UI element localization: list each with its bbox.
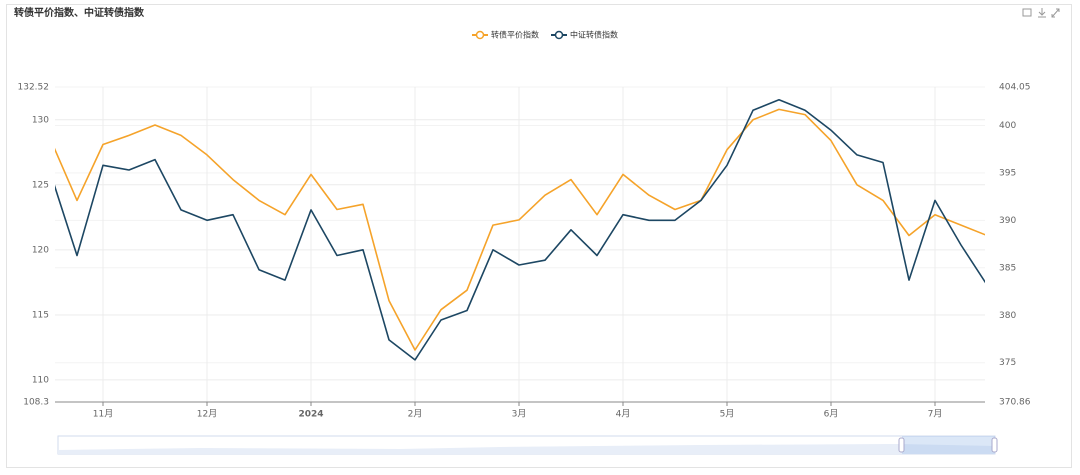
x-tick-label: 2月 — [408, 409, 423, 420]
x-tick-label: 4月 — [616, 409, 631, 420]
chart-title: 转债平价指数、中证转债指数 — [14, 6, 145, 19]
zoom-handle[interactable] — [898, 437, 905, 453]
x-tick-label: 12月 — [197, 409, 217, 420]
zoom-window[interactable] — [902, 436, 995, 454]
y2-tick-label: 375 — [999, 358, 1016, 368]
y2-tick-label: 400 — [999, 121, 1016, 131]
x-tick-label: 6月 — [824, 409, 839, 420]
fullscreen-icon[interactable] — [1051, 8, 1060, 18]
download-icon[interactable] — [1038, 8, 1046, 18]
y2-tick-label: 385 — [999, 263, 1016, 273]
y-tick-label: 125 — [32, 180, 49, 190]
data-view-icon[interactable] — [1022, 8, 1032, 17]
legend-label: 中证转债指数 — [570, 30, 618, 40]
x-tick-label: 5月 — [720, 409, 735, 420]
x-tick-label: 3月 — [512, 409, 527, 420]
y-tick-label: 108.3 — [23, 398, 49, 408]
y-tick-label: 115 — [32, 310, 49, 320]
y-tick-label: 132.52 — [18, 83, 50, 93]
y-tick-label: 120 — [32, 245, 49, 255]
y2-tick-label: 404.05 — [999, 83, 1031, 93]
y2-tick-label: 370.86 — [999, 398, 1031, 408]
x-tick-label: 2024 — [298, 410, 323, 420]
panel — [6, 4, 1072, 468]
legend-item[interactable]: 转债平价指数 — [472, 30, 539, 40]
zoom-preview — [58, 444, 995, 454]
zoom-handle[interactable] — [991, 437, 998, 453]
legend-item[interactable]: 中证转债指数 — [551, 30, 618, 40]
legend-marker — [475, 30, 485, 40]
legend-label: 转债平价指数 — [491, 30, 539, 40]
y2-tick-label: 395 — [999, 168, 1016, 178]
y-tick-label: 110 — [32, 375, 49, 385]
x-tick-label: 7月 — [928, 409, 943, 420]
x-tick-label: 11月 — [93, 409, 113, 420]
y-tick-label: 130 — [32, 115, 49, 125]
series-line — [55, 108, 985, 351]
legend-marker — [554, 30, 564, 40]
toolbar[interactable] — [1022, 8, 1060, 18]
series-line — [55, 99, 985, 361]
data-zoom[interactable] — [57, 435, 998, 455]
y2-tick-label: 380 — [999, 311, 1016, 321]
y2-tick-label: 390 — [999, 216, 1016, 226]
